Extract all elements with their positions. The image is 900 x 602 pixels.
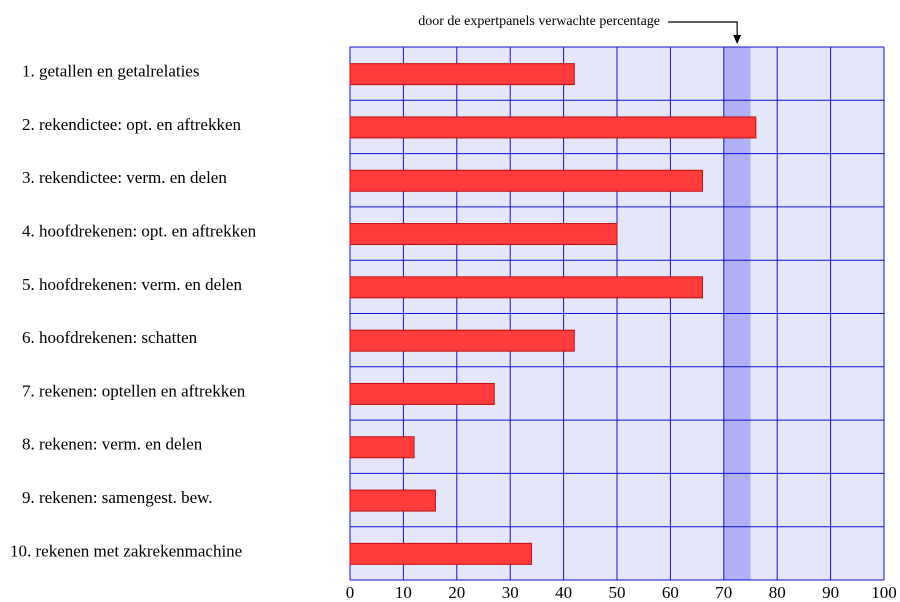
- x-tick-label: 20: [448, 583, 465, 602]
- y-tick-label: 2. rekendictee: opt. en aftrekken: [22, 115, 242, 134]
- y-tick-label: 10. rekenen met zakrekenmachine: [10, 541, 242, 560]
- annotation-arrow: [668, 21, 738, 40]
- bar: [349, 169, 703, 192]
- arrow-head: [733, 35, 742, 44]
- x-tick-label: 60: [662, 583, 679, 602]
- bar: [349, 276, 703, 299]
- x-tick-label: 30: [502, 583, 519, 602]
- bar: [349, 329, 575, 352]
- x-tick-label: 0: [346, 583, 355, 602]
- x-tick-label: 90: [822, 583, 839, 602]
- y-tick-label: 1. getallen en getalrelaties: [22, 62, 199, 81]
- bar: [349, 223, 618, 246]
- x-tick-label: 40: [555, 583, 572, 602]
- annotation: door de expertpanels verwachte percentag…: [418, 14, 660, 29]
- bar: [349, 63, 575, 86]
- bar: [349, 116, 757, 139]
- bar: [349, 542, 533, 565]
- y-tick-label: 9. rekenen: samengest. bew.: [22, 488, 213, 507]
- x-tick-label: 10: [395, 583, 412, 602]
- bar: [349, 489, 436, 512]
- y-tick-label: 4. hoofdrekenen: opt. en aftrekken: [22, 221, 257, 240]
- y-tick-label: 5. hoofdrekenen: verm. en delen: [22, 275, 242, 294]
- y-tick-label: 8. rekenen: verm. en delen: [22, 435, 203, 454]
- x-tick-label: 100: [871, 583, 897, 602]
- x-tick-label: 80: [769, 583, 786, 602]
- bar: [349, 436, 415, 459]
- x-tick-label: 50: [609, 583, 626, 602]
- bar: [349, 382, 495, 405]
- y-tick-label: 7. rekenen: optellen en aftrekken: [22, 381, 246, 400]
- x-tick-label: 70: [715, 583, 732, 602]
- y-tick-label: 6. hoofdrekenen: schatten: [22, 328, 198, 347]
- y-tick-label: 3. rekendictee: verm. en delen: [22, 168, 227, 187]
